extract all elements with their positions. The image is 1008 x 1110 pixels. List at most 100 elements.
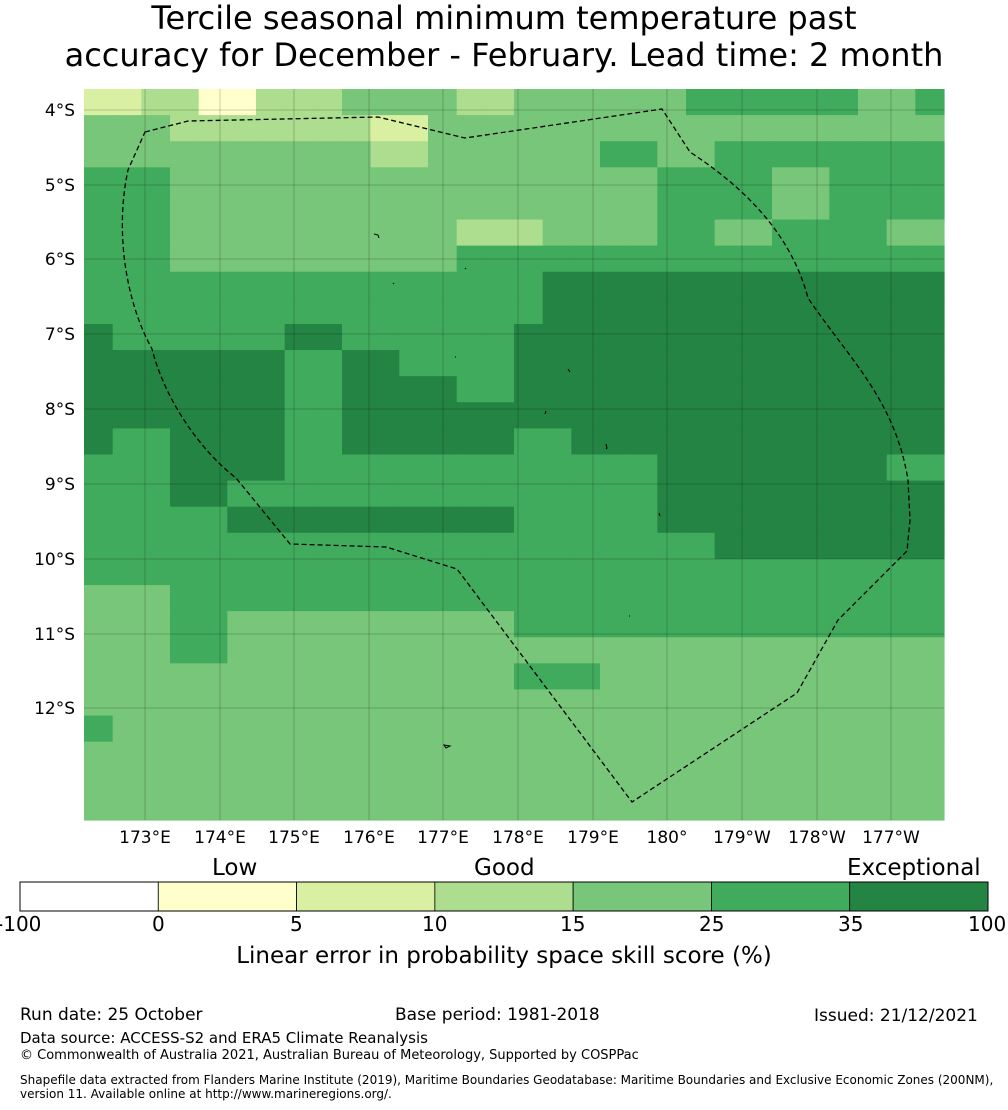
grid-cell — [571, 89, 601, 116]
grid-cell — [342, 611, 372, 638]
grid-cell — [84, 167, 114, 195]
grid-cell — [428, 271, 458, 299]
grid-cell — [800, 611, 830, 638]
grid-cell — [657, 115, 687, 142]
grid-cell — [772, 89, 802, 116]
grid-cell — [628, 271, 658, 299]
grid-cell — [772, 323, 802, 351]
grid-cell — [485, 297, 515, 325]
grid-cell — [456, 611, 486, 638]
grid-cell — [313, 689, 343, 717]
grid-cell — [886, 793, 916, 821]
grid-cell — [313, 297, 343, 325]
grid-cell — [743, 767, 773, 795]
grid-cell — [227, 323, 257, 351]
grid-cell — [886, 532, 916, 560]
islands — [373, 233, 661, 749]
grid-cell — [886, 506, 916, 534]
grid-cell — [284, 480, 314, 508]
grid-cell — [428, 167, 458, 195]
grid-cell — [227, 532, 257, 560]
grid-cell — [428, 741, 458, 769]
grid-cell — [628, 245, 658, 273]
grid-cell — [714, 376, 744, 403]
grid-cell — [657, 141, 687, 168]
grid-cell — [342, 141, 372, 168]
grid-cell — [456, 376, 486, 403]
grid-cell — [227, 637, 257, 664]
grid-cell — [829, 193, 859, 221]
grid-cell — [456, 297, 486, 325]
grid-cell — [714, 89, 744, 116]
grid-cell — [743, 89, 773, 116]
grid-cell — [542, 141, 572, 168]
grid-cell — [256, 219, 286, 247]
grid-cell — [743, 350, 773, 377]
run-date: Run date: 25 October — [20, 1005, 203, 1025]
grid-cell — [571, 428, 601, 456]
grid-cell — [141, 271, 171, 299]
grid-cell — [284, 741, 314, 769]
grid-cell — [915, 741, 945, 769]
grid-cell — [686, 402, 716, 429]
grid-cell — [256, 89, 286, 116]
grid-cell — [84, 297, 114, 325]
grid-cell — [399, 663, 429, 691]
grid-cell — [858, 271, 888, 299]
grid-cell — [84, 323, 114, 351]
grid-cell — [112, 323, 142, 351]
grid-cell — [342, 323, 372, 351]
grid-cell — [571, 611, 601, 638]
grid-cell — [485, 350, 515, 377]
grid-cell — [141, 637, 171, 664]
grid-cell — [456, 741, 486, 769]
grid-cell — [657, 715, 687, 743]
grid-cell — [829, 350, 859, 377]
grid-cell — [514, 402, 544, 429]
colorbar-tick: 0 — [152, 912, 165, 936]
grid-cell — [112, 611, 142, 638]
grid-cell — [399, 637, 429, 664]
colorbar-frame — [19, 881, 989, 912]
grid-cell — [657, 297, 687, 325]
grid-cell — [542, 428, 572, 456]
grid-cell — [542, 219, 572, 247]
grid-cell — [600, 167, 630, 195]
grid-cell — [342, 689, 372, 717]
grid-cell — [886, 89, 916, 116]
grid-cell — [284, 323, 314, 351]
grid-cell — [112, 767, 142, 795]
grid-cell — [628, 219, 658, 247]
grid-cell — [112, 480, 142, 508]
grid-cell — [743, 689, 773, 717]
colorbar-tick: 10 — [422, 912, 448, 936]
grid-cell — [829, 611, 859, 638]
grid-cell — [628, 793, 658, 821]
grid-cell — [284, 715, 314, 743]
grid-cell — [886, 611, 916, 638]
colorbar-bin — [19, 881, 159, 912]
grid-cell — [141, 428, 171, 456]
grid-cell — [772, 402, 802, 429]
grid-cell — [915, 219, 945, 247]
grid-cell — [456, 767, 486, 795]
skill-grid — [84, 89, 945, 821]
grid-cell — [600, 532, 630, 560]
grid-cell — [628, 115, 658, 142]
grid-cell — [657, 741, 687, 769]
grid-cell — [686, 689, 716, 717]
grid-cell — [714, 454, 744, 482]
grid-cell — [112, 402, 142, 429]
grid-cell — [198, 115, 228, 142]
grid-cell — [198, 167, 228, 195]
grid-cell — [399, 245, 429, 273]
grid-cell — [84, 350, 114, 377]
grid-cell — [571, 402, 601, 429]
grid-cell — [84, 741, 114, 769]
grid-cell — [542, 376, 572, 403]
grid-cell — [886, 480, 916, 508]
grid-cell — [772, 689, 802, 717]
grid-cell — [542, 506, 572, 534]
grid-cell — [84, 193, 114, 221]
grid-cell — [571, 689, 601, 717]
